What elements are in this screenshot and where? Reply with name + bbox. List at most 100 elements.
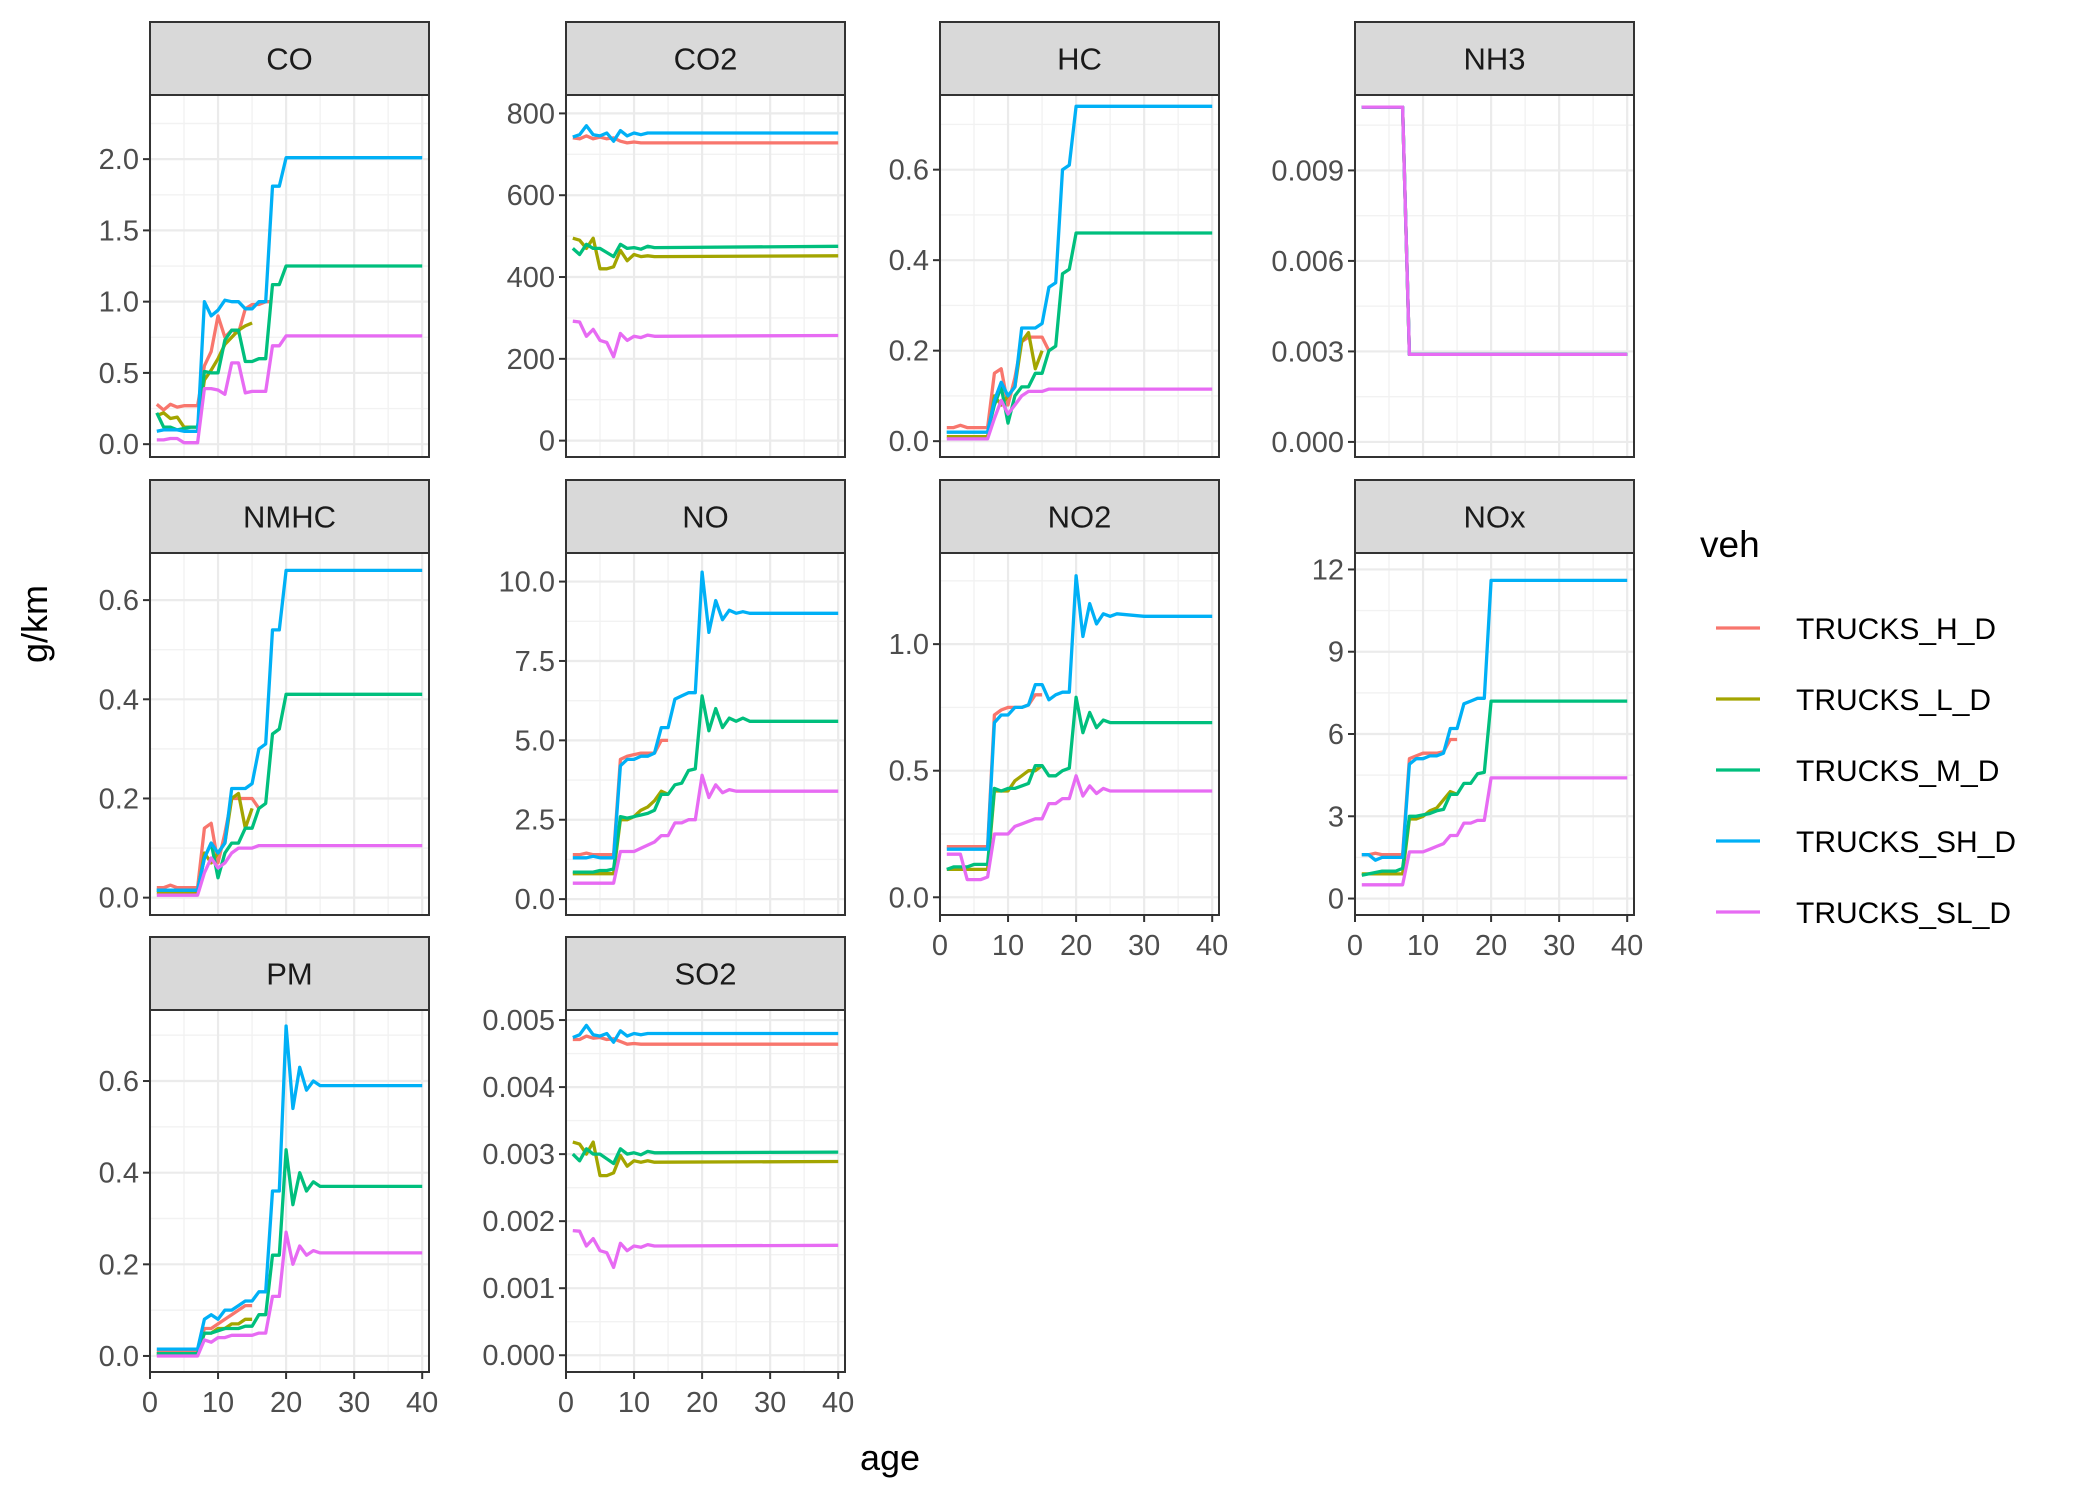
panel-title: NO (682, 500, 729, 535)
panel-no: NO 0.0 2.5 5.0 7.5 10.0 (499, 479, 846, 916)
series-line-trucks-sh-d (156, 568, 423, 892)
series-line-trucks-m-d (572, 694, 839, 874)
series-line-trucks-sl-d (946, 774, 1213, 882)
series-line-trucks-sh-d (946, 104, 1213, 434)
y-tick-label: 7.5 (515, 646, 555, 678)
panel-strip (565, 479, 846, 554)
x-tick-label: 10 (202, 1387, 234, 1419)
panel-title: HC (1057, 42, 1102, 77)
panel-title: PM (266, 957, 313, 992)
y-tick-label: 0.5 (889, 756, 929, 788)
legend-label: TRUCKS_H_D (1796, 613, 1996, 646)
y-tick-label: 0.4 (99, 684, 139, 716)
series-line-trucks-sl-d (572, 319, 839, 359)
series-line-trucks-sh-d (946, 574, 1213, 851)
panel-pm: PM 0.0 0.2 0.4 0.6 0 10 20 30 40 (99, 936, 438, 1419)
series-line-trucks-h-d (155, 300, 273, 412)
series-line-trucks-m-d (156, 1148, 423, 1356)
y-tick-label: 0.2 (99, 1249, 139, 1281)
panel-title: CO2 (674, 42, 738, 77)
y-tick-label: 0.005 (482, 1005, 555, 1037)
panel-background (150, 553, 429, 915)
y-tick-label: 0.004 (482, 1072, 555, 1104)
panel-border (149, 1009, 430, 1373)
x-tick-label: 30 (1543, 930, 1575, 962)
panel-co2: CO2 0 200 400 600 800 (507, 21, 846, 458)
panel-background (1355, 95, 1634, 457)
series-line-trucks-h-d (156, 796, 261, 890)
series-line-trucks-h-d (572, 134, 839, 145)
panel-background (566, 1010, 845, 1372)
legend: veh TRUCKS_H_D TRUCKS_L_D TRUCKS_M_D TRUCKS… (1700, 524, 2016, 930)
legend-label: TRUCKS_L_D (1796, 684, 1991, 717)
panel-title: SO2 (674, 957, 736, 992)
legend-title: veh (1700, 524, 1760, 565)
y-tick-label: 1.5 (99, 215, 139, 247)
y-tick-label: 0.003 (482, 1139, 555, 1171)
series-line-trucks-sl-d (572, 1228, 839, 1270)
x-tick-label: 10 (1407, 930, 1439, 962)
x-tick-label: 0 (932, 930, 948, 962)
y-tick-label: 0.000 (1271, 427, 1344, 459)
y-tick-label: 0.6 (99, 1066, 139, 1098)
panel-title: NOx (1464, 500, 1527, 535)
y-tick-label: 0.0 (99, 883, 139, 915)
series-line-trucks-sh-d (572, 570, 839, 860)
y-tick-label: 0 (1328, 884, 1344, 916)
series-line-trucks-sl-d (1361, 776, 1628, 887)
x-tick-label: 10 (992, 930, 1024, 962)
x-tick-label: 0 (142, 1387, 158, 1419)
x-tick-label: 30 (1128, 930, 1160, 962)
series-line-trucks-sh-d (1361, 578, 1628, 862)
panel-strip (1354, 21, 1635, 96)
y-tick-label: 2.5 (515, 805, 555, 837)
x-tick-label: 40 (822, 1387, 854, 1419)
y-tick-label: 0.0 (99, 1341, 139, 1373)
y-tick-label: 400 (507, 262, 555, 294)
x-tick-label: 0 (558, 1387, 574, 1419)
y-tick-label: 3 (1328, 801, 1344, 833)
y-tick-label: 6 (1328, 719, 1344, 751)
series-line-trucks-sl-d (156, 1230, 423, 1358)
y-tick-label: 9 (1328, 637, 1344, 669)
series-line-trucks-sl-d (156, 334, 423, 445)
y-tick-label: 200 (507, 344, 555, 376)
x-tick-label: 20 (1475, 930, 1507, 962)
y-tick-label: 0.2 (889, 336, 929, 368)
panel-border (939, 552, 1220, 916)
y-tick-label: 0.0 (889, 426, 929, 458)
panel-border (565, 552, 846, 916)
y-tick-label: 0.001 (482, 1273, 555, 1305)
series-line-trucks-h-d (1361, 737, 1458, 857)
series-line-trucks-l-d (572, 1140, 839, 1178)
panels: CO0.00.51.01.52.0CO20200400600800HC0.00.… (99, 21, 1643, 1419)
series-line-trucks-sl-d (572, 773, 839, 885)
panel-border (939, 94, 1220, 458)
x-tick-label: 30 (338, 1387, 370, 1419)
panel-title: NO2 (1048, 500, 1112, 535)
panel-strip (939, 21, 1220, 96)
y-axis-title: g/km (14, 585, 55, 663)
x-tick-label: 40 (406, 1387, 438, 1419)
x-axis-title: age (860, 1437, 920, 1478)
panel-border (565, 1009, 846, 1373)
panel-nox: NOx 0 3 6 9 12 0 10 20 30 40 (1312, 479, 1643, 962)
x-tick-label: 40 (1196, 930, 1228, 962)
legend-label: TRUCKS_SH_D (1796, 826, 2016, 859)
x-tick-label: 40 (1611, 930, 1643, 962)
panel-no2: NO2 0.0 0.5 1.0 0 10 20 30 40 (889, 479, 1228, 962)
panel-so2: SO2 0.000 0.001 0.002 0.003 0.004 0.005 0 10 20 30… (482, 936, 854, 1419)
series-line-trucks-m-d (1361, 699, 1628, 877)
y-tick-label: 0.006 (1271, 246, 1344, 278)
x-tick-label: 20 (686, 1387, 718, 1419)
y-tick-label: 0.0 (889, 882, 929, 914)
y-tick-label: 0.6 (889, 155, 929, 187)
panel-co: CO 0.0 0.5 1.0 1.5 2.0 (99, 21, 430, 461)
legend-item-trucks-h-d: TRUCKS_H_D (1716, 613, 1996, 646)
panel-strip (565, 936, 846, 1011)
panel-background (940, 95, 1219, 457)
y-tick-label: 0.5 (99, 358, 139, 390)
panel-strip (939, 479, 1220, 554)
panel-nmhc: NMHC 0.0 0.2 0.4 0.6 (99, 479, 430, 916)
